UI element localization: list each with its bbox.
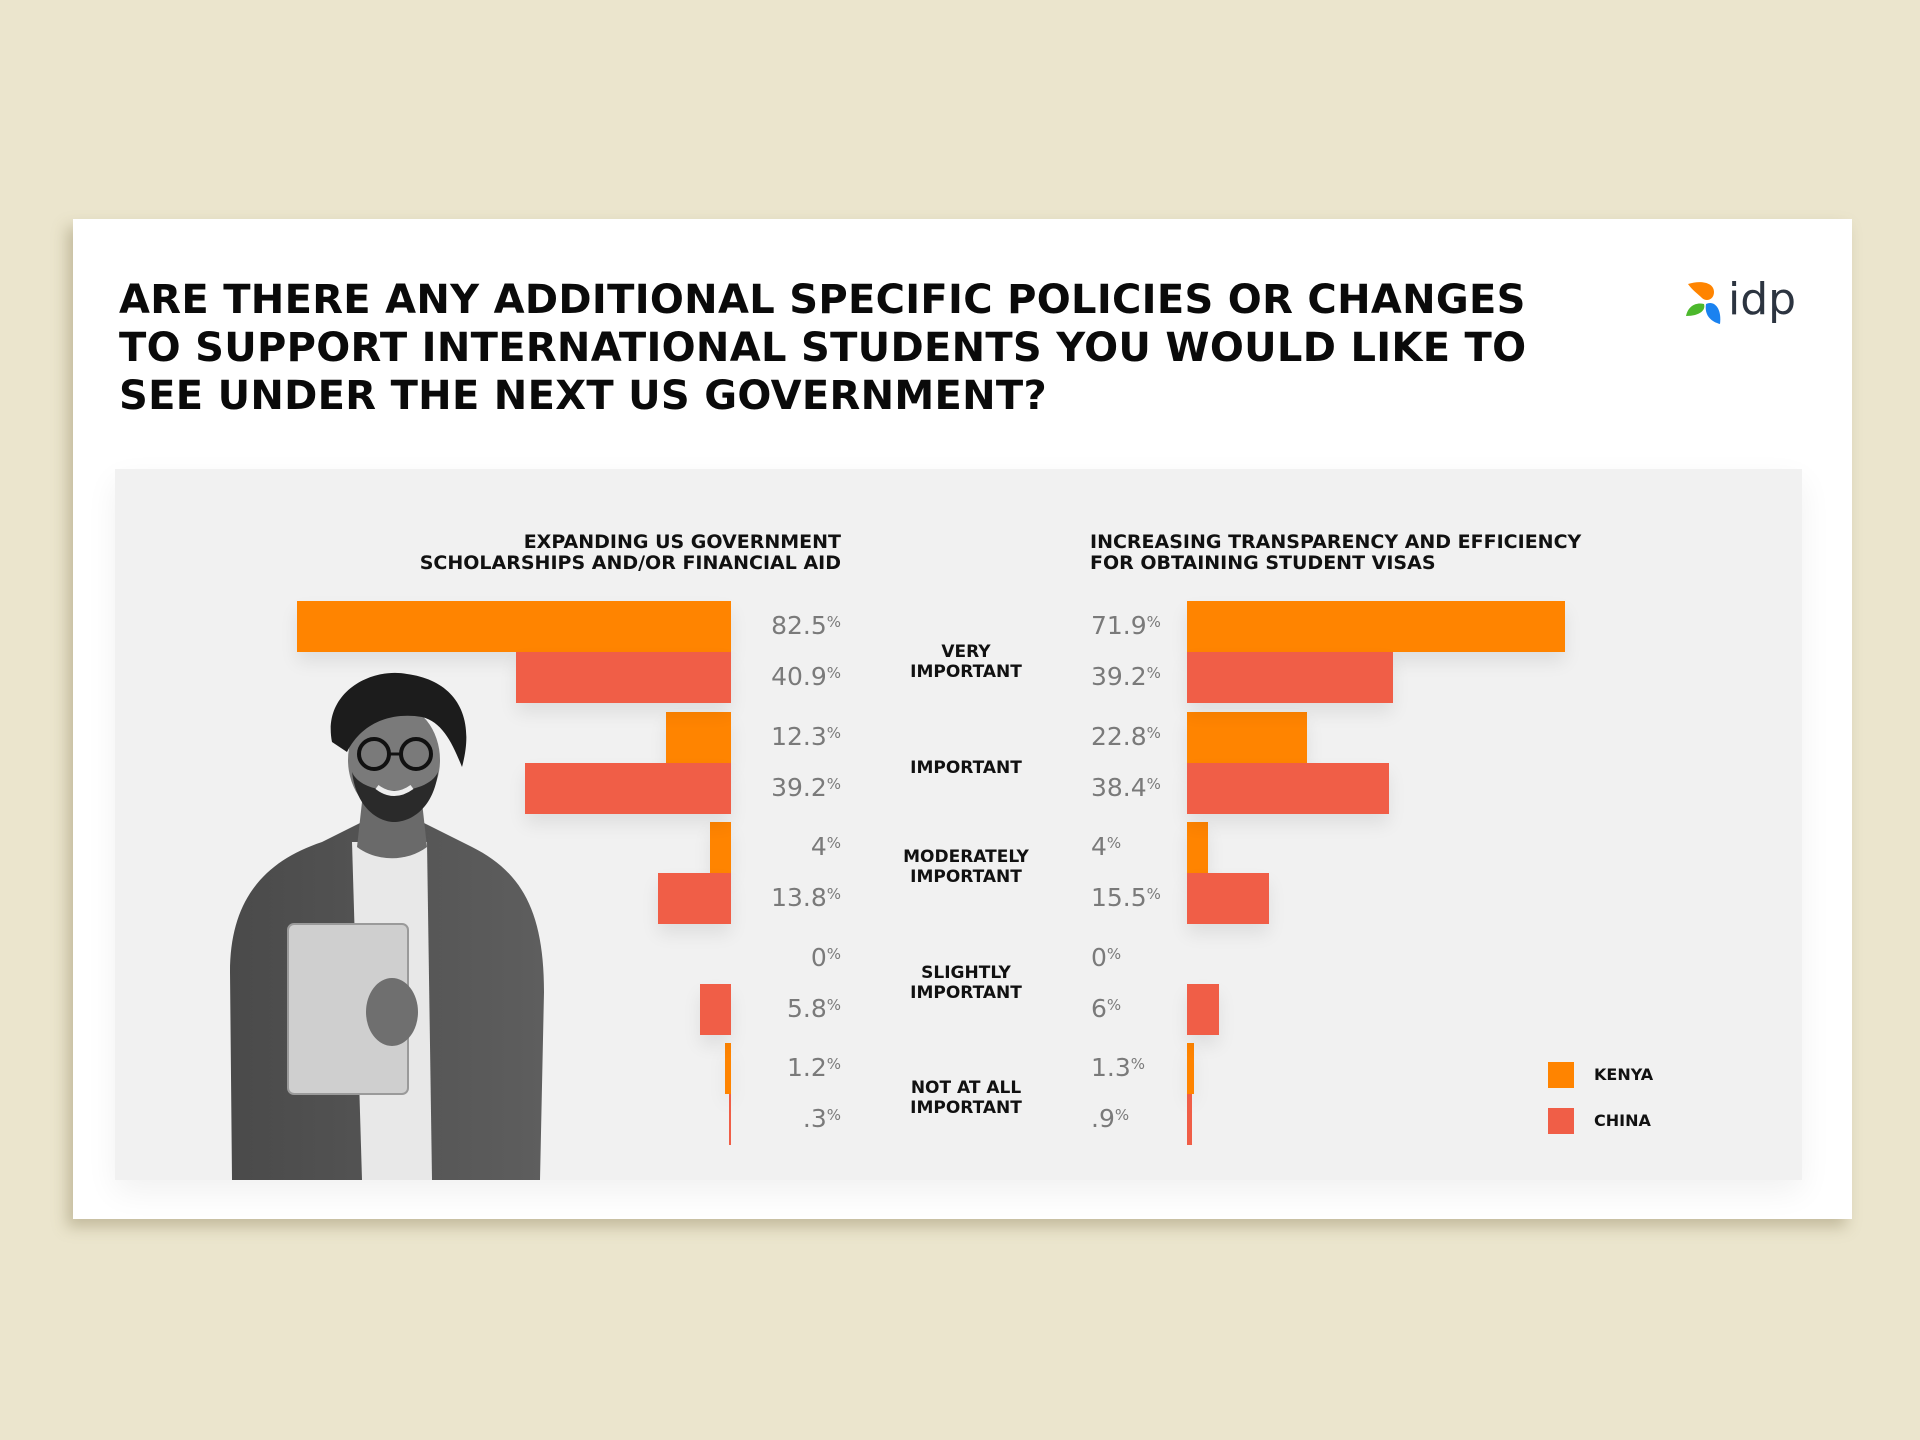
- legend-label-kenya: KENYA: [1594, 1065, 1654, 1084]
- category-label-1: IMPORTANT: [910, 758, 1022, 778]
- left-value-label-china-0: 40.9%: [771, 662, 841, 691]
- right-bar-kenya-1: [1187, 711, 1307, 763]
- right-value-label-kenya-3: 0%: [1091, 942, 1122, 972]
- left-value-label-kenya-1: 12.3%: [771, 721, 841, 751]
- left-bar-china-1: [524, 762, 731, 814]
- right-chart-title-line: INCREASING TRANSPARENCY AND EFFICIENCY: [1090, 531, 1582, 553]
- left-value-label-kenya-0: 82.5%: [771, 611, 841, 640]
- right-value-label-kenya-4: 1.3%: [1091, 1053, 1146, 1082]
- right-bar-kenya-2: [1187, 822, 1209, 873]
- category-label-2: MODERATELY IMPORTANT: [903, 847, 1029, 887]
- right-bar-china-1: [1187, 762, 1389, 814]
- right-value-label-china-4: .9%: [1091, 1104, 1130, 1133]
- right-value-label-china-2: 15.5%: [1091, 883, 1161, 912]
- idp-petal-logo-icon: [1686, 282, 1721, 324]
- left-value-label-kenya-2: 4%: [810, 832, 841, 861]
- right-bar-china-4: [1187, 1094, 1192, 1145]
- right-value-label-china-3: 6%: [1091, 993, 1122, 1023]
- left-chart-title-line: EXPANDING US GOVERNMENT: [523, 531, 841, 553]
- left-value-label-kenya-3: 0%: [810, 942, 841, 972]
- right-chart-title: INCREASING TRANSPARENCY AND EFFICIENCY F…: [1090, 532, 1650, 574]
- left-bar-china-3: [700, 983, 731, 1035]
- title-line: SEE UNDER THE NEXT US GOVERNMENT?: [119, 373, 1047, 419]
- logo-text: idp: [1728, 274, 1797, 325]
- right-bar-kenya-4: [1187, 1043, 1194, 1094]
- category-label-3: SLIGHTLY IMPORTANT: [910, 963, 1022, 1003]
- legend-label-china: CHINA: [1594, 1111, 1651, 1130]
- right-value-label-china-1: 38.4%: [1091, 772, 1161, 802]
- title-line: TO SUPPORT INTERNATIONAL STUDENTS YOU WO…: [119, 325, 1527, 371]
- right-bar-china-0: [1187, 652, 1394, 703]
- right-chart-title-line: FOR OBTAINING STUDENT VISAS: [1090, 552, 1436, 574]
- right-bar-kenya-0: [1187, 601, 1566, 652]
- left-chart-title: EXPANDING US GOVERNMENT SCHOLARSHIPS AND…: [341, 532, 841, 574]
- left-bar-china-4: [729, 1094, 731, 1145]
- page-title: ARE THERE ANY ADDITIONAL SPECIFIC POLICI…: [119, 276, 1539, 420]
- idp-logo: idp: [1686, 274, 1796, 328]
- left-bar-kenya-4: [724, 1043, 731, 1094]
- right-value-label-china-0: 39.2%: [1091, 662, 1161, 691]
- student-photo: [230, 672, 544, 1180]
- left-bar-china-0: [515, 652, 731, 703]
- right-value-label-kenya-2: 4%: [1091, 832, 1122, 861]
- left-bar-kenya-0: [297, 601, 731, 652]
- left-chart-title-line: SCHOLARSHIPS AND/OR FINANCIAL AID: [419, 552, 841, 574]
- left-value-label-china-4: .3%: [802, 1104, 841, 1133]
- left-value-label-china-1: 39.2%: [771, 772, 841, 802]
- category-label-4: NOT AT ALL IMPORTANT: [910, 1078, 1022, 1118]
- legend-swatch-kenya: [1548, 1062, 1574, 1088]
- right-bar-china-2: [1187, 873, 1269, 924]
- left-value-label-kenya-4: 1.2%: [786, 1053, 841, 1082]
- legend-swatch-china: [1548, 1108, 1574, 1134]
- right-value-label-kenya-0: 71.9%: [1091, 611, 1161, 640]
- category-label-0: VERY IMPORTANT: [910, 642, 1022, 682]
- left-bar-kenya-1: [666, 711, 731, 763]
- title-line: ARE THERE ANY ADDITIONAL SPECIFIC POLICI…: [119, 277, 1526, 323]
- hair-shape: [330, 672, 467, 767]
- left-value-label-china-2: 13.8%: [771, 883, 841, 912]
- right-bar-china-3: [1187, 983, 1219, 1035]
- left-bar-kenya-2: [709, 822, 731, 873]
- left-bar-china-2: [658, 873, 731, 924]
- left-value-label-china-3: 5.8%: [786, 993, 841, 1023]
- right-value-label-kenya-1: 22.8%: [1091, 721, 1161, 751]
